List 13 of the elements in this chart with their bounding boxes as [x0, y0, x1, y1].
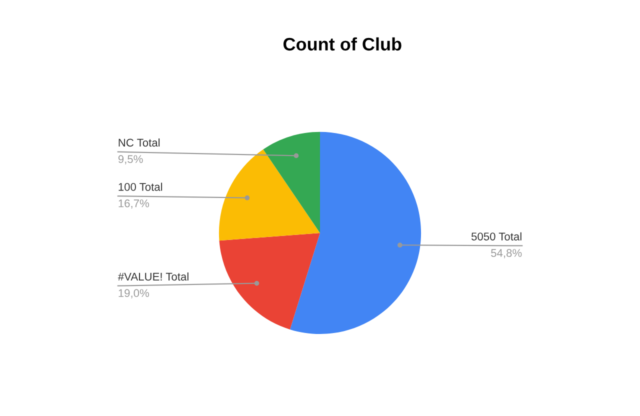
data-label: 16,7%	[118, 199, 150, 209]
data-label: 54,8%	[491, 249, 522, 258]
slice-label: NC Total	[118, 138, 160, 147]
data-label: 19,0%	[118, 289, 150, 298]
chart-title: Count of Club	[283, 37, 402, 51]
pie-slice	[290, 132, 422, 334]
slice-label: #VALUE! Total	[118, 272, 188, 281]
slice-label: 100 Total	[118, 182, 162, 191]
data-label: 9,5%	[118, 155, 143, 164]
pie-slice	[219, 232, 320, 330]
pie-slice	[263, 132, 320, 233]
slice-label: 5050 Total	[471, 232, 522, 240]
pie-slice	[218, 149, 320, 241]
